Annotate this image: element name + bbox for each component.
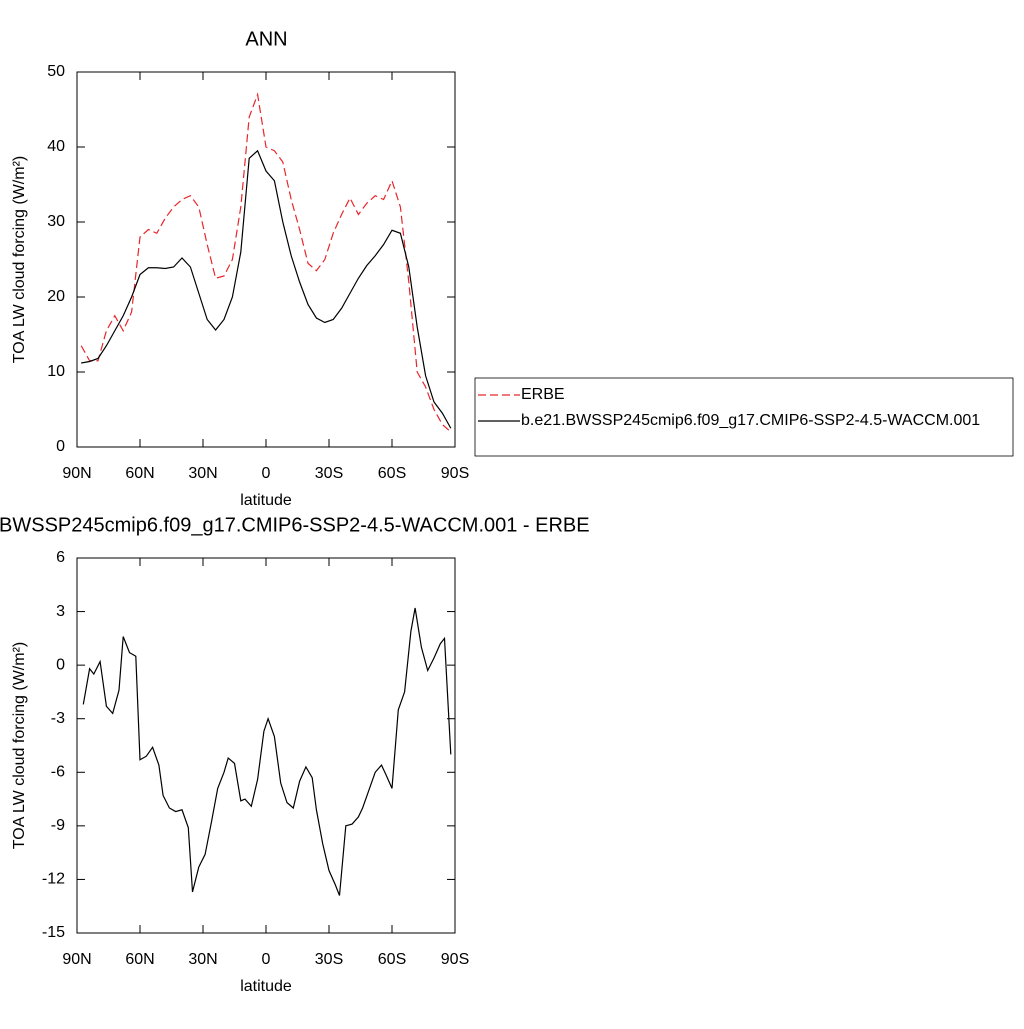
y-tick-label: 3: [56, 603, 65, 620]
y-tick-label: 40: [47, 138, 65, 155]
x-tick-label: 90N: [62, 951, 91, 968]
y-tick-label: 20: [47, 288, 65, 305]
y-tick-label: 10: [47, 363, 65, 380]
legend-box: [474, 377, 1014, 457]
y-axis-label: TOA LW cloud forcing (W/m²): [11, 642, 28, 849]
plot-frame: [76, 557, 456, 934]
x-tick-label: 90S: [441, 465, 469, 482]
x-tick-label: 90N: [62, 465, 91, 482]
chart-title: ANN: [245, 28, 287, 50]
x-tick-label: 60S: [378, 465, 406, 482]
legend-label: ERBE: [521, 386, 565, 403]
y-tick-label: 0: [56, 656, 65, 673]
x-tick-label: 60S: [378, 951, 406, 968]
legend-label: b.e21.BWSSP245cmip6.f09_g17.CMIP6-SSP2-4…: [521, 412, 980, 429]
x-tick-label: 0: [262, 465, 271, 482]
x-tick-label: 30N: [188, 465, 217, 482]
x-axis-label: latitude: [240, 492, 292, 509]
plot-frame: [76, 71, 456, 448]
x-tick-label: 90S: [441, 951, 469, 968]
data-line: [80, 92, 452, 433]
y-tick-label: -3: [51, 710, 65, 727]
data-line: [81, 149, 452, 429]
x-tick-label: 0: [262, 951, 271, 968]
x-tick-label: 30S: [315, 465, 343, 482]
y-tick-label: 0: [56, 438, 65, 455]
y-tick-label: -6: [51, 764, 65, 781]
y-tick-label: -9: [51, 817, 65, 834]
y-tick-label: -15: [42, 924, 65, 941]
y-tick-label: 30: [47, 213, 65, 230]
x-tick-label: 60N: [125, 465, 154, 482]
x-axis-label: latitude: [240, 978, 292, 995]
chart-title: b.e21.BWSSP245cmip6.f09_g17.CMIP6-SSP2-4…: [0, 514, 590, 536]
data-line: [82, 607, 452, 896]
x-tick-label: 30S: [315, 951, 343, 968]
x-tick-label: 60N: [125, 951, 154, 968]
y-tick-label: -12: [42, 871, 65, 888]
x-tick-label: 30N: [188, 951, 217, 968]
y-axis-label: TOA LW cloud forcing (W/m²): [11, 156, 28, 363]
y-tick-label: 50: [47, 63, 65, 80]
y-tick-label: 6: [56, 549, 65, 566]
